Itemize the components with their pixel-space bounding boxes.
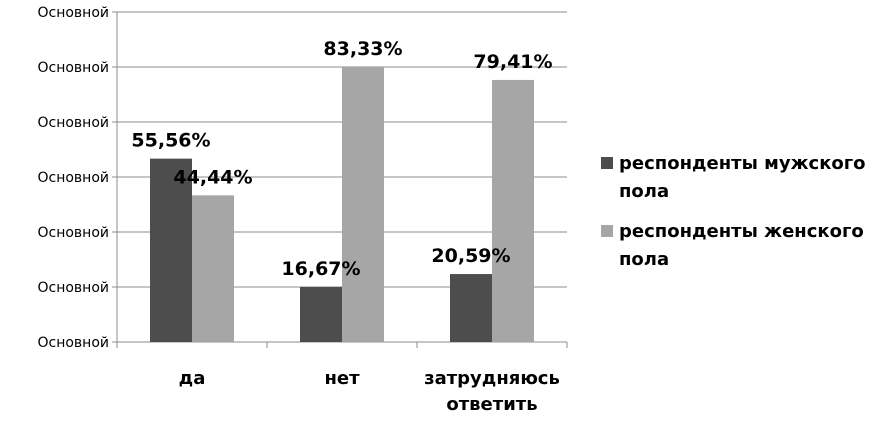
data-label: 55,56%: [131, 130, 210, 152]
legend-item-female: респонденты женского пола: [601, 218, 886, 274]
x-tick-label: нет: [324, 368, 360, 389]
y-tick-label: Основной: [37, 115, 109, 131]
bar-male: [450, 274, 492, 342]
y-tick-label: Основной: [37, 280, 109, 296]
x-axis-tick-labels: да нет затрудняюсь ответить: [179, 368, 560, 415]
x-tick-label: затрудняюсь ответить: [424, 368, 560, 415]
y-tick-label: Основной: [37, 170, 109, 186]
y-tick-label: Основной: [37, 335, 109, 351]
legend-swatch-female: [601, 225, 613, 237]
bar-female: [492, 79, 534, 343]
data-label: 20,59%: [431, 245, 510, 267]
data-labels: 55,56% 44,44% 16,67% 83,33% 20,59% 79,41%: [131, 38, 552, 280]
bar-male: [150, 158, 192, 342]
legend-label-female: респонденты женского пола: [619, 221, 864, 270]
bars: [150, 67, 534, 343]
bar-male: [300, 286, 342, 342]
legend-label-male: респонденты мужского пола: [619, 153, 866, 202]
bar-female: [342, 67, 384, 343]
y-tick-label: Основной: [37, 5, 109, 21]
legend: респонденты мужского пола респонденты же…: [601, 150, 886, 286]
bar-female: [192, 195, 234, 342]
y-axis-tick-labels: Основной Основной Основной Основной Основной…: [37, 5, 109, 351]
legend-swatch-male: [601, 157, 613, 169]
x-tick-label: да: [179, 368, 206, 389]
y-tick-label: Основной: [37, 225, 109, 241]
y-tick-label: Основной: [37, 60, 109, 76]
data-label: 16,67%: [281, 258, 360, 280]
legend-item-male: респонденты мужского пола: [601, 150, 886, 206]
data-label: 44,44%: [173, 166, 252, 188]
data-label: 83,33%: [323, 38, 402, 60]
data-label: 79,41%: [473, 51, 552, 73]
